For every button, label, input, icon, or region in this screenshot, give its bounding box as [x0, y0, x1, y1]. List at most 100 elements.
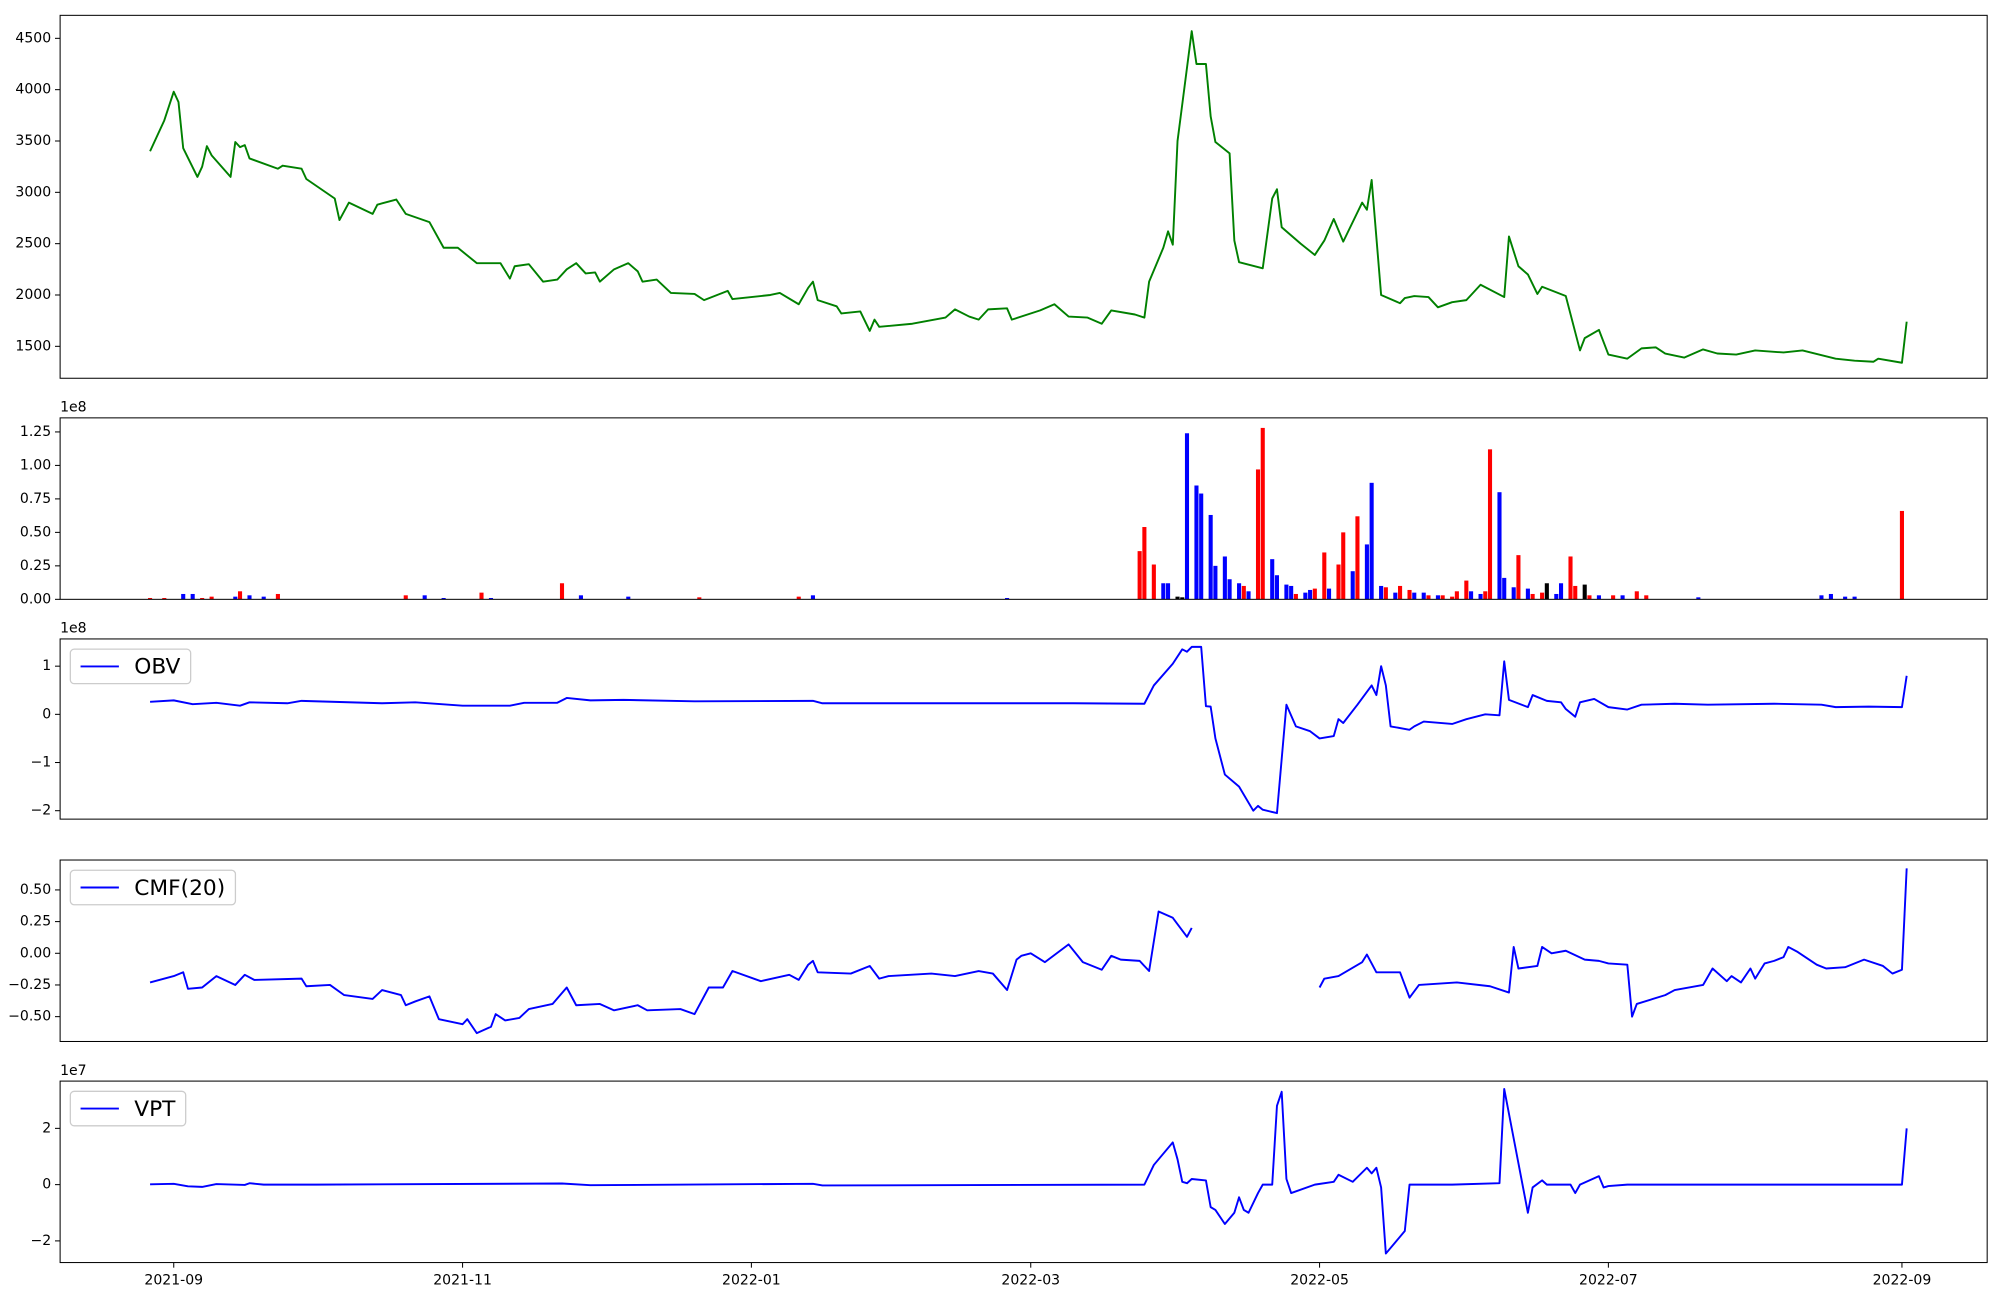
volume-bar — [1379, 585, 1384, 600]
volume-bar — [1241, 585, 1246, 600]
volume-bar — [1573, 585, 1578, 600]
volume-bar — [1237, 583, 1242, 600]
volume-bar — [1435, 595, 1440, 600]
volume-bar — [1516, 555, 1521, 600]
series-line — [150, 645, 1908, 815]
plot-area — [149, 868, 1908, 1035]
volume-bar — [1274, 575, 1279, 600]
y-tick-label: 0.50 — [20, 524, 51, 540]
panel-frame — [59, 14, 1988, 379]
volume-bar — [1336, 564, 1341, 600]
volume-bar — [1487, 449, 1493, 600]
volume-bar — [1350, 571, 1355, 600]
series-line — [149, 868, 1908, 1035]
volume-bar — [1005, 597, 1010, 600]
series-line — [150, 1088, 1908, 1255]
volume-bar — [488, 597, 494, 600]
volume-bar — [1899, 510, 1904, 600]
volume-bar — [1544, 583, 1549, 600]
volume-bar — [1303, 592, 1308, 600]
volume-bar — [1469, 591, 1474, 600]
volume-bar — [1558, 583, 1564, 600]
plot-area — [150, 645, 1908, 815]
volume-bar — [578, 595, 583, 600]
volume-bar — [1450, 596, 1455, 600]
volume-bar — [1222, 556, 1227, 600]
y-tick-label: −1 — [30, 755, 51, 771]
volume-bar — [1554, 593, 1559, 600]
volume-bar — [275, 593, 280, 600]
volume-bar — [1199, 493, 1204, 600]
panel: −2 0 2 1e7 2021-09 2021-11 2022-01 2022-03 2022-… — [30, 1063, 1988, 1288]
volume-bar — [1582, 584, 1587, 600]
legend-box — [69, 869, 237, 906]
volume-bar — [1312, 588, 1317, 600]
legend: CMF(20) — [69, 869, 237, 906]
y-tick-label: 2500 — [15, 236, 51, 252]
volume-bar — [1398, 585, 1403, 600]
volume-bar — [1194, 485, 1199, 600]
legend-label: VPT — [134, 1097, 176, 1122]
y-tick-label: 2 — [42, 1120, 51, 1136]
legend: VPT — [69, 1090, 187, 1127]
y-tick-label: −2 — [30, 1233, 51, 1249]
volume-bar — [796, 596, 801, 600]
y-tick-label: 0.50 — [20, 882, 51, 898]
volume-bar — [1407, 589, 1412, 600]
volume-bar — [403, 595, 408, 600]
y-tick-label: 4000 — [15, 82, 51, 98]
x-tick-label: 2021-09 — [144, 1272, 203, 1288]
volume-bar — [148, 597, 153, 600]
volume-bar — [1454, 591, 1459, 600]
legend-label: CMF(20) — [134, 876, 225, 901]
series-line — [149, 30, 1908, 364]
volume-bar — [1596, 595, 1601, 600]
volume-bar — [247, 595, 252, 600]
volume-bar — [1213, 565, 1218, 600]
volume-bar — [1644, 595, 1649, 600]
y-tick-label: 3000 — [15, 184, 51, 200]
volume-bar — [1852, 596, 1857, 600]
panel: −2 −1 0 1 1e8 OBV — [30, 621, 1988, 820]
volume-bar — [1308, 589, 1313, 600]
x-tick-label: 2021-11 — [433, 1272, 492, 1288]
volume-bar — [1293, 593, 1298, 600]
x-tick-label: 2022-01 — [722, 1272, 781, 1288]
volume-bar — [626, 596, 631, 600]
volume-bar — [1184, 433, 1190, 600]
panel: −0.50 −0.25 0.00 0.25 0.50 CMF(20) — [8, 859, 1988, 1042]
volume-bar — [1284, 584, 1289, 600]
volume-bar — [1525, 588, 1530, 600]
plot-area — [150, 1088, 1908, 1255]
volume-bar — [1611, 595, 1616, 600]
axis-offset-label: 1e8 — [60, 400, 87, 416]
volume-bar — [1828, 593, 1833, 600]
volume-bar — [479, 592, 484, 600]
x-tick-label: 2022-07 — [1579, 1272, 1638, 1288]
volume-bar — [200, 597, 205, 600]
volume-bar — [559, 583, 565, 600]
y-tick-label: 0.25 — [20, 914, 51, 930]
volume-bar — [1260, 427, 1265, 600]
volume-bar — [1393, 592, 1398, 600]
x-tick-label: 2022-03 — [1001, 1272, 1060, 1288]
y-tick-label: 0.00 — [20, 591, 51, 607]
volume-bar — [237, 591, 243, 600]
volume-bar — [1383, 587, 1388, 600]
plot-area — [149, 30, 1908, 364]
volume-bar — [1341, 532, 1346, 600]
volume-bar — [1369, 482, 1374, 600]
volume-bar — [422, 595, 427, 600]
legend-label: OBV — [134, 655, 180, 680]
y-tick-label: 4500 — [15, 30, 51, 46]
axis-offset-label: 1e8 — [60, 621, 87, 637]
plot-area — [148, 427, 1904, 600]
volume-bar — [1426, 595, 1431, 600]
volume-bar — [261, 596, 266, 600]
y-tick-label: 1500 — [15, 338, 51, 354]
legend-box — [69, 648, 192, 685]
volume-bar — [1696, 597, 1701, 600]
volume-bar — [1568, 556, 1573, 600]
y-tick-label: 0 — [42, 1177, 51, 1193]
